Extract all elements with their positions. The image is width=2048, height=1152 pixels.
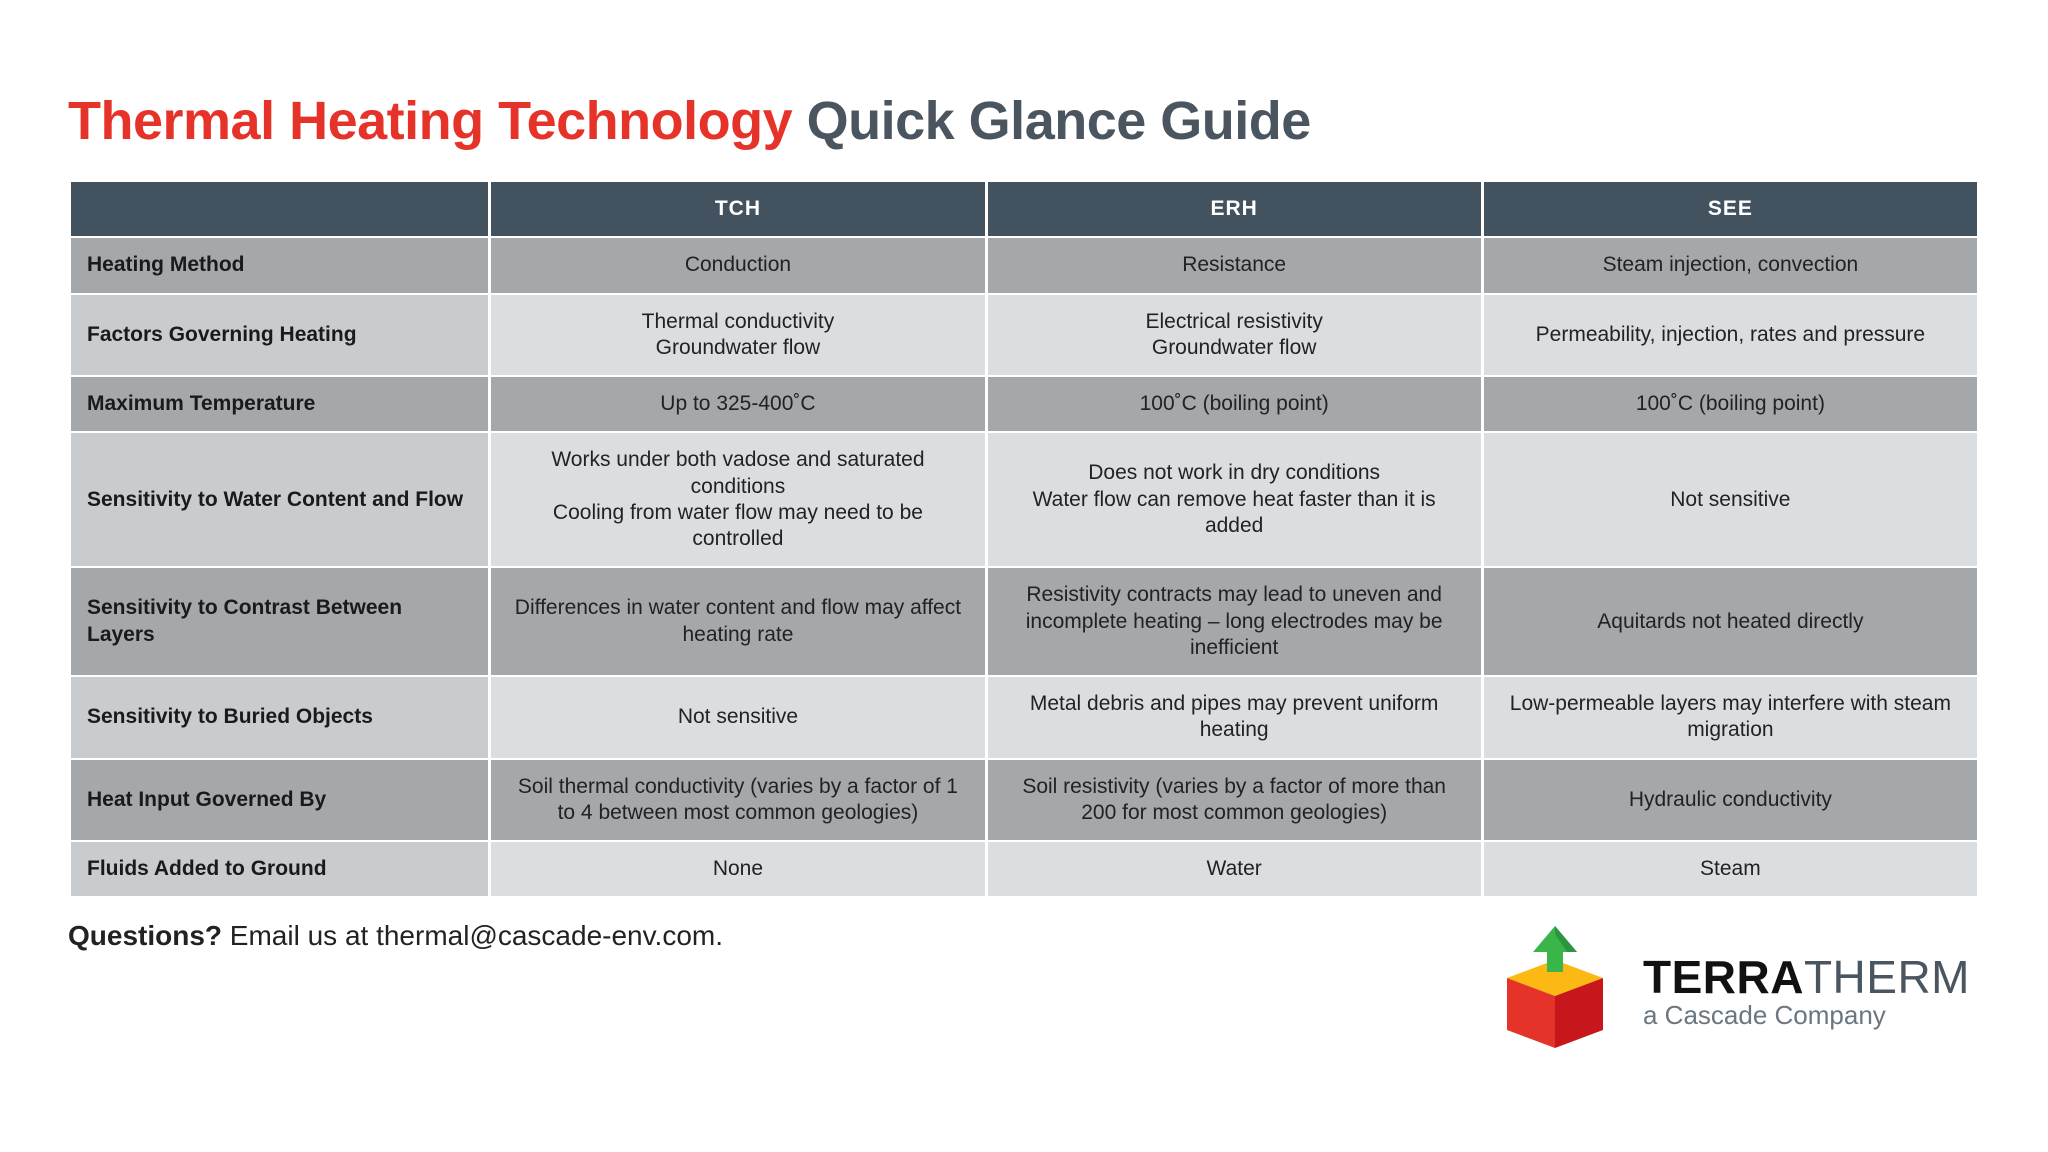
terratherm-box-icon bbox=[1485, 920, 1625, 1060]
table-row: Sensitivity to Water Content and FlowWor… bbox=[71, 433, 1977, 566]
table-cell: Up to 325-400˚C bbox=[491, 377, 984, 431]
table-cell: Resistivity contracts may lead to uneven… bbox=[988, 568, 1481, 675]
row-label: Maximum Temperature bbox=[71, 377, 488, 431]
table-cell: Permeability, injection, rates and press… bbox=[1484, 295, 1977, 376]
row-label: Sensitivity to Water Content and Flow bbox=[71, 433, 488, 566]
questions-email: Email us at thermal@cascade-env.com. bbox=[230, 920, 723, 951]
table-cell: Water bbox=[988, 842, 1481, 896]
table-cell: Soil thermal conductivity (varies by a f… bbox=[491, 760, 984, 841]
table-cell: Differences in water content and flow ma… bbox=[491, 568, 984, 675]
table-cell: Not sensitive bbox=[1484, 433, 1977, 566]
table-cell: Electrical resistivityGroundwater flow bbox=[988, 295, 1481, 376]
table-cell: Thermal conductivityGroundwater flow bbox=[491, 295, 984, 376]
page-title: Thermal Heating Technology Quick Glance … bbox=[68, 90, 1980, 152]
table-cell: Soil resistivity (varies by a factor of … bbox=[988, 760, 1481, 841]
table-row: Fluids Added to GroundNoneWaterSteam bbox=[71, 842, 1977, 896]
table-cell: Hydraulic conductivity bbox=[1484, 760, 1977, 841]
table-cell: Not sensitive bbox=[491, 677, 984, 758]
logo-block: TERRATHERM a Cascade Company bbox=[1485, 920, 1970, 1060]
logo-text: TERRATHERM a Cascade Company bbox=[1643, 950, 1970, 1031]
row-label: Heat Input Governed By bbox=[71, 760, 488, 841]
title-part-1: Thermal Heating Technology bbox=[68, 91, 792, 151]
table-row: Factors Governing HeatingThermal conduct… bbox=[71, 295, 1977, 376]
questions-label: Questions? bbox=[68, 920, 222, 951]
table-row: Sensitivity to Contrast Between LayersDi… bbox=[71, 568, 1977, 675]
header-col-erh: ERH bbox=[988, 182, 1481, 236]
logo-sub: a Cascade Company bbox=[1643, 1000, 1970, 1031]
row-label: Heating Method bbox=[71, 238, 488, 292]
table-cell: None bbox=[491, 842, 984, 896]
table-cell: 100˚C (boiling point) bbox=[988, 377, 1481, 431]
row-label: Sensitivity to Contrast Between Layers bbox=[71, 568, 488, 675]
table-cell: Low-permeable layers may interfere with … bbox=[1484, 677, 1977, 758]
questions-text: Questions? Email us at thermal@cascade-e… bbox=[68, 920, 723, 952]
table-cell: 100˚C (boiling point) bbox=[1484, 377, 1977, 431]
table-cell: Aquitards not heated directly bbox=[1484, 568, 1977, 675]
table-cell: Does not work in dry conditionsWater flo… bbox=[988, 433, 1481, 566]
table-cell: Works under both vadose and saturated co… bbox=[491, 433, 984, 566]
comparison-table: TCH ERH SEE Heating MethodConductionResi… bbox=[68, 180, 1980, 898]
header-blank bbox=[71, 182, 488, 236]
table-cell: Conduction bbox=[491, 238, 984, 292]
footer: Questions? Email us at thermal@cascade-e… bbox=[68, 920, 1980, 1060]
table-row: Sensitivity to Buried ObjectsNot sensiti… bbox=[71, 677, 1977, 758]
table-cell: Metal debris and pipes may prevent unifo… bbox=[988, 677, 1481, 758]
header-col-tch: TCH bbox=[491, 182, 984, 236]
table-header-row: TCH ERH SEE bbox=[71, 182, 1977, 236]
table-row: Maximum TemperatureUp to 325-400˚C100˚C … bbox=[71, 377, 1977, 431]
header-col-see: SEE bbox=[1484, 182, 1977, 236]
row-label: Fluids Added to Ground bbox=[71, 842, 488, 896]
table-row: Heating MethodConductionResistanceSteam … bbox=[71, 238, 1977, 292]
row-label: Factors Governing Heating bbox=[71, 295, 488, 376]
logo-main: TERRATHERM bbox=[1643, 950, 1970, 1004]
table-cell: Steam injection, convection bbox=[1484, 238, 1977, 292]
table-row: Heat Input Governed BySoil thermal condu… bbox=[71, 760, 1977, 841]
table-cell: Steam bbox=[1484, 842, 1977, 896]
logo-terra: TERRA bbox=[1643, 951, 1804, 1003]
row-label: Sensitivity to Buried Objects bbox=[71, 677, 488, 758]
table-cell: Resistance bbox=[988, 238, 1481, 292]
title-part-2: Quick Glance Guide bbox=[807, 91, 1311, 151]
logo-therm: THERM bbox=[1804, 951, 1970, 1003]
